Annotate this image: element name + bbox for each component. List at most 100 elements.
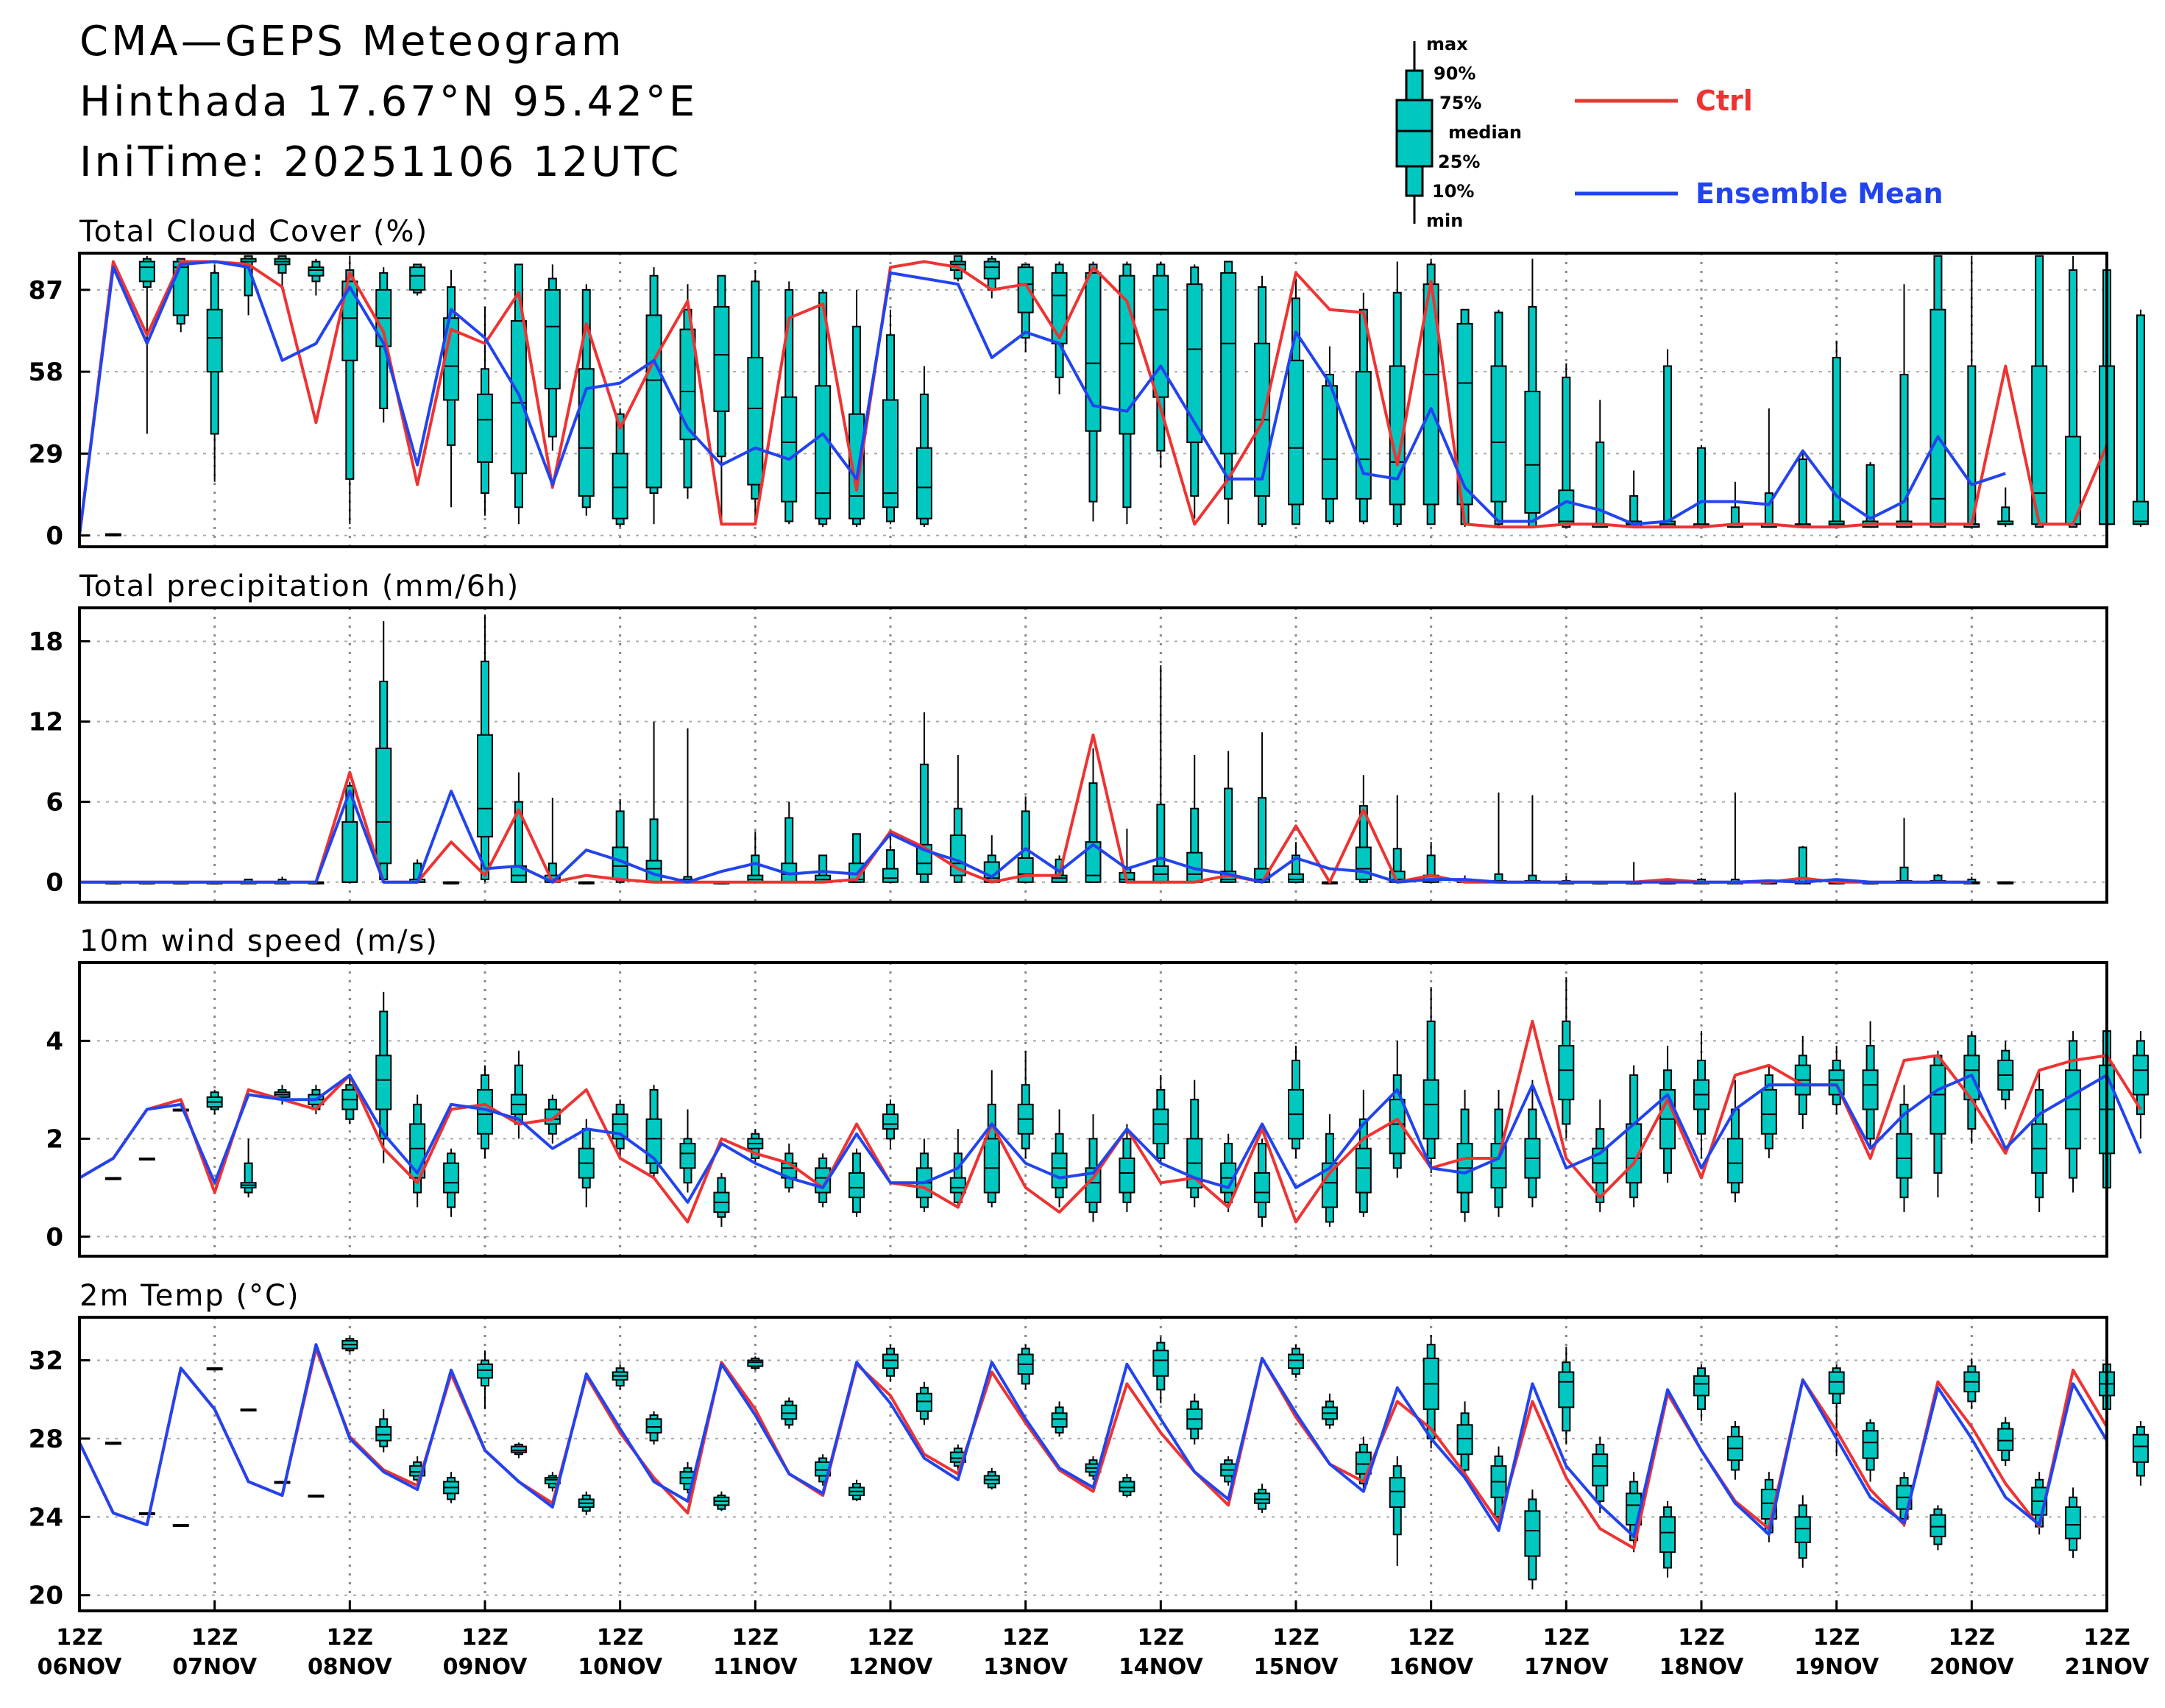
box-56 [1963, 1358, 1980, 1410]
panel-title: Total Cloud Cover (%) [79, 215, 428, 249]
box-inner [747, 1359, 764, 1367]
box-inner [1659, 1516, 1676, 1553]
box-27 [983, 1070, 1000, 1208]
box-18 [679, 284, 696, 499]
box-51 [1794, 1495, 1811, 1568]
box-inner [1051, 1152, 1068, 1188]
init-time-label: IniTime: 20251106 12UTC [79, 138, 682, 186]
legend-p10-label: 10% [1432, 181, 1474, 202]
y-tick-label: 20 [29, 1581, 63, 1611]
box-26 [949, 1444, 966, 1470]
box-55 [1930, 1505, 1946, 1551]
box-33 [1186, 264, 1203, 519]
box-inner [1490, 365, 1507, 503]
box-8 [341, 782, 358, 883]
box-37 [1321, 346, 1338, 525]
box-outer [2136, 314, 2145, 525]
box-23 [848, 289, 865, 528]
box-16 [612, 1364, 628, 1390]
box-inner [2132, 500, 2149, 525]
box-inner [1524, 1510, 1541, 1557]
box-inner [1828, 1371, 1845, 1395]
legend-p25-label: 25% [1438, 152, 1480, 172]
box-16 [612, 1099, 628, 1158]
box-58 [2031, 1070, 2048, 1213]
box-inner [645, 314, 662, 489]
panel-1: Total Cloud Cover (%) 0 29 58 87 [29, 215, 2149, 551]
box-8 [341, 255, 358, 525]
legend-p90-label: 90% [1434, 63, 1475, 84]
box-19 [713, 1172, 730, 1227]
box-25 [915, 1381, 932, 1425]
box-inner [1355, 846, 1372, 881]
box-5 [240, 1138, 257, 1198]
box-49 [1726, 1080, 1743, 1202]
box-40 [1422, 258, 1439, 525]
box-outer [1967, 365, 1977, 528]
box-15 [578, 1491, 595, 1515]
box-38 [1355, 1089, 1372, 1217]
x-tick-label-hour: 12Z [1138, 1625, 1185, 1651]
box-20 [747, 1129, 764, 1163]
box-inner [1254, 1172, 1271, 1203]
box-46 [1626, 1065, 1643, 1208]
box-inner [375, 747, 392, 865]
box-outer [1562, 376, 1571, 528]
box-inner [1355, 1147, 1372, 1194]
box-36 [1288, 278, 1304, 525]
x-tick-label-date: 17NOV [1524, 1654, 1609, 1680]
y-tick-label: 4 [46, 1027, 63, 1056]
box-52 [1828, 1364, 1845, 1456]
box-22 [815, 289, 832, 528]
box-10 [409, 1094, 426, 1208]
x-tick-label-hour: 12Z [1408, 1625, 1455, 1651]
x-axis: 12Z 06NOV 12Z 07NOV 12Z 08NOV 12Z 09NOV 12Z 10NOV… [38, 1601, 2150, 1680]
box-39 [1389, 1041, 1406, 1178]
box-8 [341, 1336, 358, 1353]
box-39 [1389, 261, 1406, 528]
box-56 [1963, 1031, 1980, 1144]
box-33 [1186, 1393, 1203, 1445]
box-35 [1254, 1138, 1271, 1227]
box-inner [1220, 272, 1237, 455]
box-inner [1017, 857, 1034, 883]
box-34 [1220, 1456, 1237, 1486]
box-inner [138, 261, 155, 283]
box-inner [882, 868, 899, 883]
box-40 [1422, 1334, 1439, 1449]
box-49 [1726, 481, 1743, 528]
y-tick-label: 58 [29, 358, 63, 387]
box-inner [882, 1113, 899, 1130]
box-inner [1930, 308, 1946, 528]
box-inner [1152, 274, 1169, 398]
box-58 [2031, 255, 2048, 528]
x-tick-label-date: 08NOV [308, 1654, 393, 1680]
box-32 [1152, 1074, 1169, 1163]
y-tick-label: 0 [46, 1222, 63, 1252]
box-inner [713, 305, 730, 412]
box-inner [1862, 1430, 1879, 1459]
box-inner [510, 1445, 527, 1453]
box-outer [1798, 458, 1807, 528]
box-outer [1697, 447, 1706, 528]
box-12 [477, 1350, 493, 1410]
box-30 [1085, 261, 1102, 522]
box-38 [1355, 775, 1372, 883]
box-55 [1930, 255, 1946, 528]
box-45 [1592, 1436, 1609, 1513]
box-inner [848, 1172, 865, 1199]
ctrl-line [78, 1019, 2142, 1224]
box-24 [882, 309, 899, 525]
box-inner [1558, 1371, 1575, 1408]
box-inner [983, 1138, 1000, 1194]
x-tick-label-date: 07NOV [172, 1654, 258, 1680]
box-inner [1389, 1477, 1406, 1509]
box-52 [1828, 1046, 1845, 1115]
box-6 [274, 1481, 291, 1484]
panels: Total Cloud Cover (%) 0 29 58 87 Total precip… [29, 215, 2149, 1612]
x-tick-label-date: 19NOV [1794, 1654, 1879, 1680]
box-inner [477, 1363, 493, 1379]
box-36 [1288, 1344, 1304, 1378]
panel-frame [78, 1316, 2108, 1612]
box-23 [848, 1148, 865, 1217]
